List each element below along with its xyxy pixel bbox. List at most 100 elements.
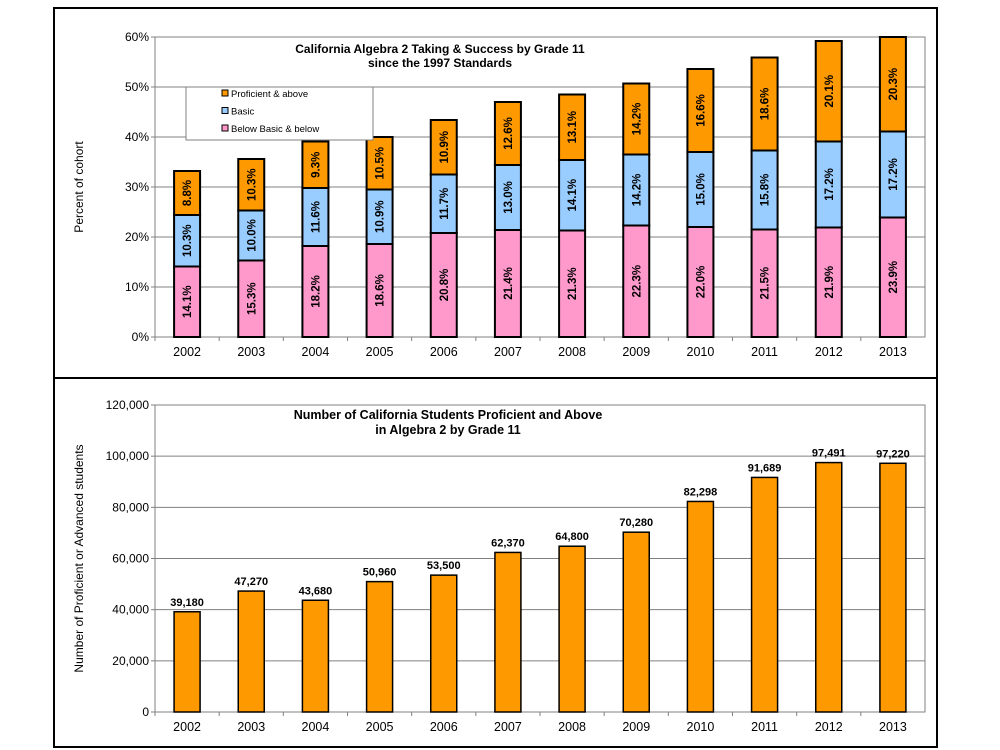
proficient-count-chart: 0 20,000 40,000 60,000 80,000 100,000 120,000 2… bbox=[72, 398, 926, 734]
data-label: 13.1% bbox=[567, 111, 579, 144]
x-tick-label: 2008 bbox=[558, 345, 586, 359]
bar-segment bbox=[558, 229, 587, 338]
bar-segment bbox=[814, 226, 843, 338]
data-label: 47,270 bbox=[234, 576, 268, 588]
x-tick-label: 2013 bbox=[879, 720, 907, 734]
data-label: 62,370 bbox=[491, 537, 525, 549]
y-tick-label: 10% bbox=[125, 280, 149, 294]
y-axis-label: Number of Proficient or Advanced student… bbox=[72, 444, 86, 672]
data-label: 39,180 bbox=[170, 597, 204, 609]
y-tick-label: 60% bbox=[125, 30, 149, 44]
bar bbox=[750, 476, 779, 713]
data-label: 43,680 bbox=[299, 585, 333, 597]
data-label: 20.3% bbox=[888, 68, 900, 101]
data-label: 8.8% bbox=[182, 180, 194, 206]
data-label: 15.8% bbox=[760, 174, 772, 207]
data-label: 18.6% bbox=[760, 88, 772, 121]
bar-segment bbox=[814, 40, 843, 143]
bar-segment bbox=[878, 36, 907, 133]
bar-segment bbox=[301, 140, 330, 189]
data-label: 82,298 bbox=[684, 486, 718, 498]
x-tick-label: 2005 bbox=[366, 345, 394, 359]
bar bbox=[494, 551, 522, 713]
x-tick-label: 2005 bbox=[366, 720, 394, 734]
x-tick-label: 2004 bbox=[302, 720, 330, 734]
x-tick-label: 2003 bbox=[237, 345, 265, 359]
x-tick-label: 2011 bbox=[751, 720, 778, 734]
y-tick-label: 40% bbox=[125, 130, 149, 144]
x-tick-label: 2006 bbox=[430, 720, 458, 734]
data-label: 53,500 bbox=[427, 560, 461, 572]
bar-segment bbox=[686, 226, 715, 338]
legend-swatch bbox=[221, 124, 229, 132]
data-label: 10.3% bbox=[182, 224, 194, 257]
x-tick-label: 2010 bbox=[687, 720, 715, 734]
bar-segment bbox=[237, 259, 266, 338]
data-label: 10.3% bbox=[246, 168, 258, 201]
data-label: 21.3% bbox=[567, 267, 579, 300]
data-label: 14.2% bbox=[631, 103, 643, 136]
x-tick-label: 2011 bbox=[751, 345, 778, 359]
bar bbox=[879, 462, 907, 713]
data-label: 21.9% bbox=[824, 266, 836, 299]
y-tick-label: 80,000 bbox=[112, 500, 149, 514]
bar bbox=[365, 580, 394, 713]
data-label: 50,960 bbox=[363, 567, 397, 579]
x-tick-label: 2007 bbox=[494, 345, 522, 359]
data-label: 10.9% bbox=[439, 131, 451, 164]
legend-label: Below Basic & below bbox=[231, 124, 319, 135]
chart-title: California Algebra 2 Taking & Success by… bbox=[295, 42, 585, 56]
x-tick-label: 2012 bbox=[815, 720, 843, 734]
x-tick-label: 2009 bbox=[622, 345, 650, 359]
bar-segment bbox=[622, 82, 651, 156]
data-label: 14.2% bbox=[631, 174, 643, 207]
data-label: 21.4% bbox=[503, 267, 515, 300]
legend: Proficient & above Basic Below Basic & bel… bbox=[185, 86, 374, 141]
data-label: 18.6% bbox=[375, 274, 387, 307]
bar-segment bbox=[493, 101, 522, 166]
x-tick-label: 2004 bbox=[302, 345, 330, 359]
bar bbox=[686, 500, 715, 713]
chart-title: Number of California Students Proficient… bbox=[294, 408, 603, 422]
x-tick-label: 2013 bbox=[879, 345, 907, 359]
data-label: 97,491 bbox=[812, 448, 846, 460]
data-label: 14.1% bbox=[567, 179, 579, 212]
data-label: 22.0% bbox=[695, 266, 707, 299]
data-label: 21.5% bbox=[760, 267, 772, 300]
data-label: 13.0% bbox=[503, 181, 515, 214]
data-label: 18.2% bbox=[310, 275, 322, 308]
bar-segment bbox=[493, 164, 522, 231]
data-label: 91,689 bbox=[748, 462, 782, 474]
bar-segment bbox=[558, 159, 587, 232]
x-tick-label: 2009 bbox=[622, 720, 650, 734]
legend-box bbox=[185, 86, 374, 141]
data-label: 17.2% bbox=[824, 168, 836, 201]
bar bbox=[301, 599, 330, 713]
data-label: 23.9% bbox=[888, 261, 900, 294]
y-tick-label: 30% bbox=[125, 180, 149, 194]
data-label: 64,800 bbox=[555, 531, 589, 543]
y-tick-label: 40,000 bbox=[112, 603, 149, 617]
bar-segment bbox=[429, 232, 458, 338]
stacked-percent-chart: 0% 10% 20% 30% 40% 50% 60% 2002 2003 2004 2005 2006… bbox=[72, 30, 926, 359]
bar-segment bbox=[686, 68, 715, 153]
data-label: 22.3% bbox=[631, 265, 643, 298]
x-tick-label: 2012 bbox=[815, 345, 843, 359]
data-label: 14.1% bbox=[182, 285, 194, 318]
data-label: 20.8% bbox=[439, 269, 451, 302]
bar-segment bbox=[237, 209, 266, 262]
data-label: 70,280 bbox=[619, 517, 653, 529]
y-tick-label: 60,000 bbox=[112, 552, 149, 566]
data-label: 20.1% bbox=[824, 75, 836, 108]
data-label: 10.5% bbox=[375, 147, 387, 180]
x-tick-label: 2010 bbox=[687, 345, 715, 359]
bar-segment bbox=[301, 245, 330, 338]
bar-segment bbox=[173, 170, 202, 216]
y-tick-label: 0% bbox=[132, 330, 150, 344]
data-label: 17.2% bbox=[888, 158, 900, 191]
bar bbox=[815, 461, 843, 713]
x-tick-label: 2002 bbox=[173, 345, 201, 359]
bar-segment bbox=[365, 243, 394, 338]
x-tick-label: 2007 bbox=[494, 720, 522, 734]
